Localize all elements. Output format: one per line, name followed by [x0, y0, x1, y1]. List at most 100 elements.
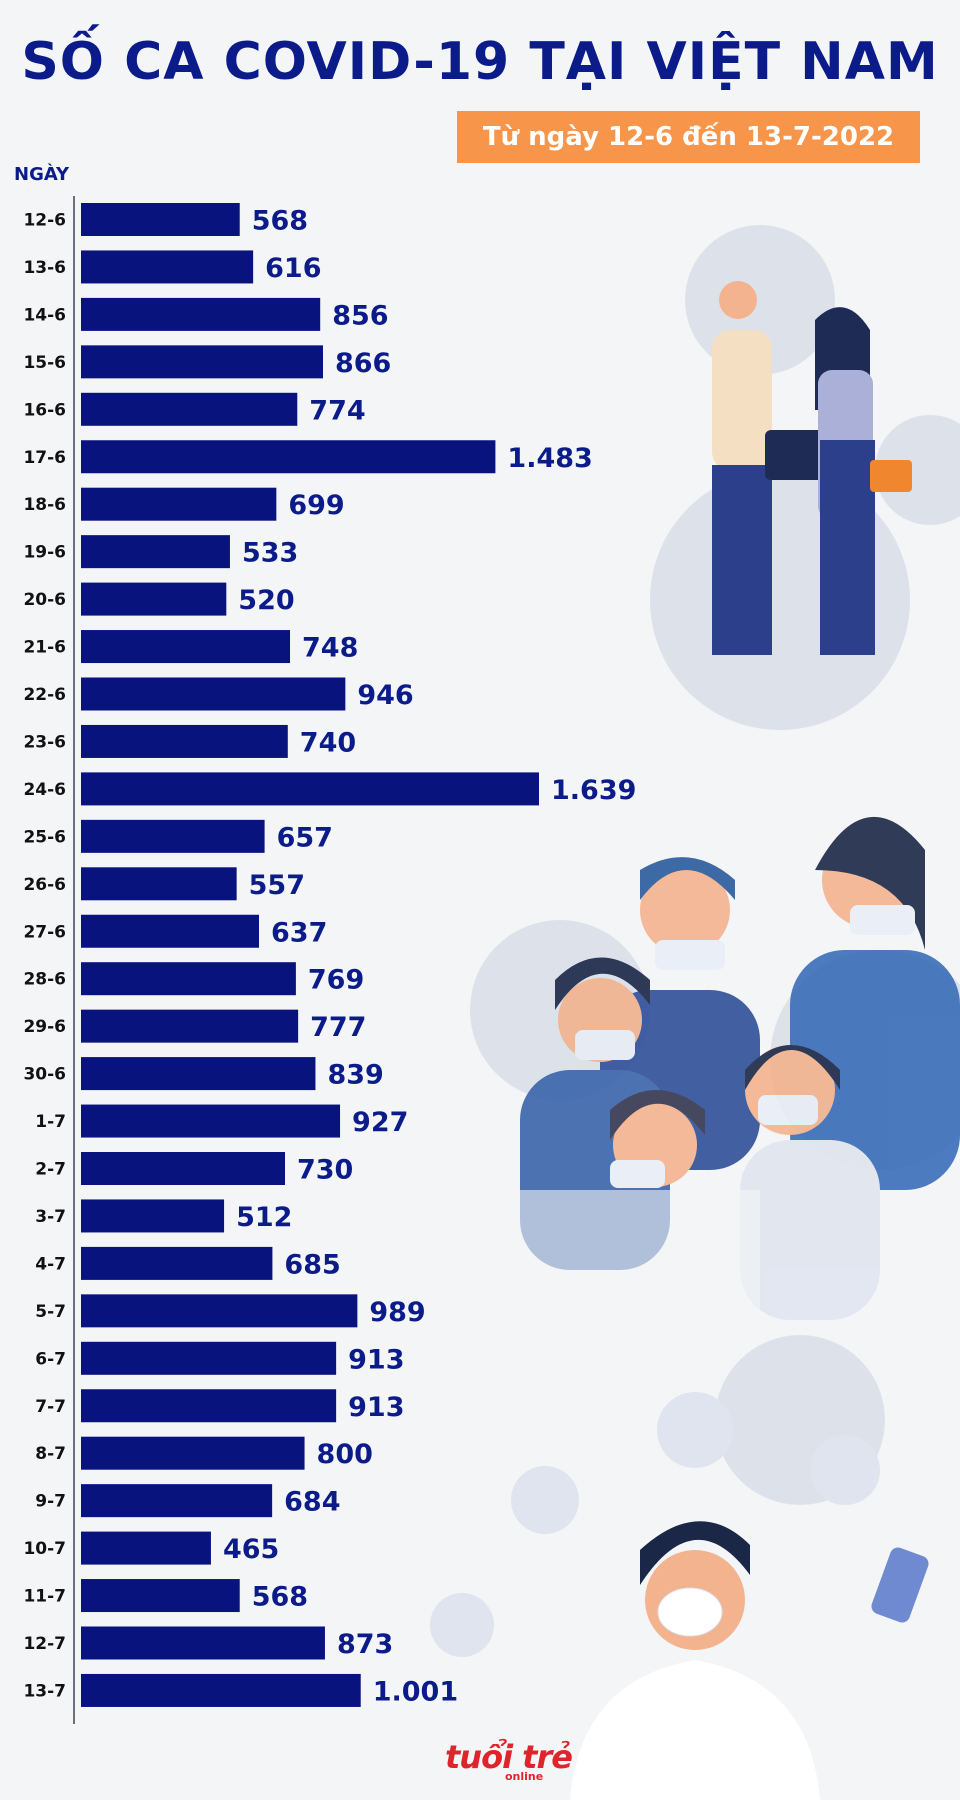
- value-label: 1.483: [507, 443, 592, 474]
- category-label: 15-6: [23, 353, 66, 373]
- value-label: 657: [277, 822, 333, 853]
- bar: [81, 1009, 299, 1043]
- bar: [81, 962, 296, 996]
- category-label: 11-7: [23, 1587, 66, 1607]
- category-label: 4-7: [35, 1254, 66, 1274]
- doctor-masked-icon: [430, 1392, 929, 1800]
- value-label: 946: [357, 680, 413, 711]
- category-label: 19-6: [23, 543, 66, 563]
- value-label: 913: [348, 1392, 404, 1423]
- bar: [81, 677, 346, 711]
- value-label: 465: [223, 1534, 279, 1565]
- value-label: 568: [252, 206, 308, 237]
- axis-label-ngay: NGÀY: [14, 164, 70, 185]
- category-label: 7-7: [35, 1397, 66, 1417]
- category-label: 13-7: [23, 1681, 66, 1701]
- bar: [81, 724, 288, 758]
- value-label: 637: [271, 917, 327, 948]
- category-label: 10-7: [23, 1539, 66, 1559]
- bar: [81, 630, 291, 664]
- bar: [81, 867, 237, 901]
- value-label: 533: [242, 538, 298, 569]
- value-label: 557: [249, 870, 305, 901]
- category-label: 12-6: [23, 211, 66, 231]
- category-label: 25-6: [23, 827, 66, 847]
- masked-crowd-icon: [520, 816, 960, 1330]
- value-label: 512: [236, 1202, 292, 1233]
- bar: [81, 1484, 273, 1518]
- tuoi-tre-logo: tuổi trẻ: [445, 1738, 573, 1776]
- bar: [81, 440, 496, 474]
- value-label: 839: [327, 1060, 383, 1091]
- bar: [81, 1579, 240, 1613]
- value-label: 774: [309, 395, 365, 426]
- couple-walking-masked-icon: [712, 281, 912, 655]
- value-label: 913: [348, 1344, 404, 1375]
- category-label: 16-6: [23, 400, 66, 420]
- value-label: 1.639: [551, 775, 636, 806]
- category-label: 26-6: [23, 875, 66, 895]
- bar: [81, 1294, 358, 1328]
- bar: [81, 1531, 211, 1565]
- value-label: 989: [369, 1297, 425, 1328]
- category-label: 17-6: [23, 448, 66, 468]
- bar: [81, 535, 230, 569]
- category-label: 18-6: [23, 495, 66, 515]
- bar: [81, 1199, 225, 1233]
- category-label: 5-7: [35, 1302, 66, 1322]
- category-label: 3-7: [35, 1207, 66, 1227]
- value-label: 873: [337, 1629, 393, 1660]
- value-label: 856: [332, 300, 388, 331]
- category-label: 6-7: [35, 1349, 66, 1369]
- value-label: 1.001: [373, 1676, 458, 1707]
- bar: [81, 582, 227, 616]
- bar: [81, 914, 260, 948]
- category-label: 13-6: [23, 258, 66, 278]
- value-label: 684: [284, 1487, 340, 1518]
- category-label: 9-7: [35, 1492, 66, 1512]
- value-label: 800: [317, 1439, 373, 1470]
- category-label: 8-7: [35, 1444, 66, 1464]
- value-label: 927: [352, 1107, 408, 1138]
- value-label: 748: [302, 633, 358, 664]
- category-label: 27-6: [23, 922, 66, 942]
- value-label: 685: [284, 1249, 340, 1280]
- date-range-subtitle: Từ ngày 12-6 đến 13-7-2022: [457, 111, 920, 163]
- bar: [81, 1626, 325, 1660]
- category-label: 28-6: [23, 970, 66, 990]
- bar: [81, 1246, 273, 1280]
- bar: [81, 1341, 337, 1375]
- category-label: 30-6: [23, 1065, 66, 1085]
- value-label: 616: [265, 253, 321, 284]
- category-label: 20-6: [23, 590, 66, 610]
- bar: [81, 772, 539, 806]
- value-label: 699: [288, 490, 344, 521]
- category-label: 14-6: [23, 305, 66, 325]
- value-label: 568: [252, 1582, 308, 1613]
- category-label: 12-7: [23, 1634, 66, 1654]
- bar: [81, 203, 240, 236]
- y-axis-line: [73, 196, 75, 1724]
- tuoi-tre-logo-sub: online: [505, 1770, 544, 1783]
- bar: [81, 1104, 341, 1138]
- bar: [81, 1389, 337, 1423]
- category-label: 29-6: [23, 1017, 66, 1037]
- category-label: 21-6: [23, 638, 66, 658]
- bar: [81, 1436, 305, 1470]
- page-title: SỐ CA COVID-19 TẠI VIỆT NAM: [21, 32, 939, 92]
- value-label: 740: [300, 727, 356, 758]
- category-label: 23-6: [23, 732, 66, 752]
- category-label: 1-7: [35, 1112, 66, 1132]
- bar: [81, 392, 298, 426]
- value-label: 730: [297, 1155, 353, 1186]
- category-label: 24-6: [23, 780, 66, 800]
- bar: [81, 487, 277, 521]
- bar: [81, 1152, 285, 1185]
- bar: [81, 345, 323, 379]
- bar: [81, 819, 265, 853]
- value-label: 866: [335, 348, 391, 379]
- value-label: 520: [238, 585, 294, 616]
- value-label: 777: [310, 1012, 366, 1043]
